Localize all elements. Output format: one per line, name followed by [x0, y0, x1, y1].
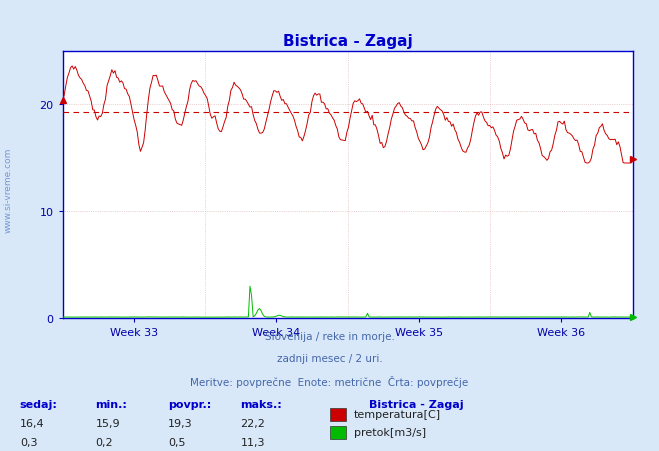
Text: 11,3: 11,3 — [241, 437, 265, 446]
Text: www.si-vreme.com: www.si-vreme.com — [3, 147, 13, 232]
Text: Bistrica - Zagaj: Bistrica - Zagaj — [369, 399, 464, 409]
Text: pretok[m3/s]: pretok[m3/s] — [354, 428, 426, 437]
Text: min.:: min.: — [96, 399, 127, 409]
Text: 0,5: 0,5 — [168, 437, 186, 446]
Text: povpr.:: povpr.: — [168, 399, 212, 409]
Text: Meritve: povprečne  Enote: metrične  Črta: povprečje: Meritve: povprečne Enote: metrične Črta:… — [190, 375, 469, 387]
Text: 16,4: 16,4 — [20, 419, 44, 428]
Text: maks.:: maks.: — [241, 399, 282, 409]
Text: 22,2: 22,2 — [241, 419, 266, 428]
Text: temperatura[C]: temperatura[C] — [354, 410, 441, 419]
Text: sedaj:: sedaj: — [20, 399, 57, 409]
Text: 0,3: 0,3 — [20, 437, 38, 446]
Text: Slovenija / reke in morje.: Slovenija / reke in morje. — [264, 331, 395, 341]
Text: 19,3: 19,3 — [168, 419, 192, 428]
Text: 0,2: 0,2 — [96, 437, 113, 446]
Title: Bistrica - Zagaj: Bistrica - Zagaj — [283, 34, 413, 49]
Text: 15,9: 15,9 — [96, 419, 120, 428]
Text: zadnji mesec / 2 uri.: zadnji mesec / 2 uri. — [277, 353, 382, 363]
